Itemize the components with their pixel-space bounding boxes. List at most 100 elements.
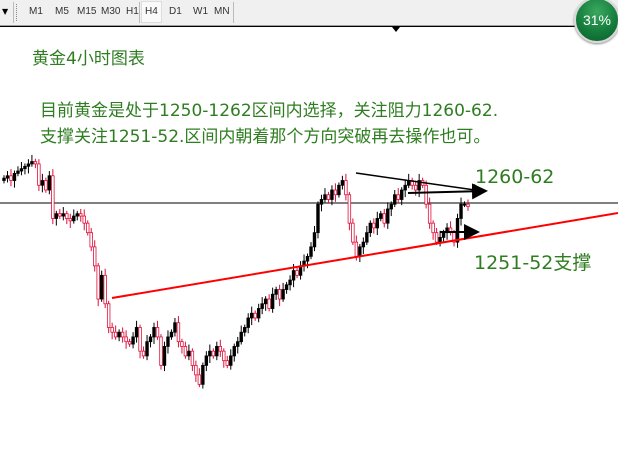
candle-bear <box>124 336 128 343</box>
shift-marker-icon[interactable] <box>392 27 400 32</box>
candle-bull <box>54 213 59 219</box>
candle-bear <box>183 346 188 357</box>
candle-bull <box>337 184 341 196</box>
candle-bull <box>340 180 345 186</box>
timeframe-w1[interactable]: W1 <box>193 6 208 17</box>
timeframe-m1[interactable]: M1 <box>29 6 43 17</box>
toolbar-separator <box>13 2 14 23</box>
candle-bull <box>2 177 6 181</box>
timeframe-toolbar: ▼ M1 M5 M15 M30 H1 H4 D1 W1 MN <box>0 0 618 26</box>
candle-bull <box>281 289 285 300</box>
candle-bull <box>23 165 27 170</box>
candle-bull <box>187 350 191 357</box>
candle-bull <box>47 175 52 191</box>
timeframe-d1[interactable]: D1 <box>169 6 182 17</box>
candle-bull <box>19 168 24 172</box>
candle-bull <box>309 246 313 257</box>
timeframe-mn[interactable]: MN <box>214 6 230 17</box>
timeframe-m15[interactable]: M15 <box>77 6 97 17</box>
candle-bull <box>61 213 66 217</box>
progress-badge[interactable]: 31% <box>574 0 618 43</box>
candle-bear <box>127 341 132 345</box>
candle-bull <box>208 350 212 357</box>
candle-bull <box>393 194 397 205</box>
candle-bull <box>330 189 334 200</box>
candle-bear <box>431 222 435 234</box>
candle-bull <box>417 180 421 191</box>
candle-bull <box>131 336 135 345</box>
analysis-line-1: 目前黄金是处于1250-1262区间内选择，关注阻力1260-62. <box>40 101 499 121</box>
candle-bull <box>288 279 292 286</box>
candle-bear <box>106 303 111 328</box>
timeframe-m5[interactable]: M5 <box>55 6 69 17</box>
candle-bull <box>462 203 467 206</box>
candle-bear <box>89 232 93 248</box>
candle-bull <box>438 236 442 243</box>
timeframe-h4[interactable]: H4 <box>141 1 162 23</box>
candle-bear <box>120 331 125 338</box>
chart-title: 黄金4小时图表 <box>32 49 145 69</box>
candle-bull <box>249 312 254 319</box>
candle-bull <box>368 222 373 234</box>
candle-bull <box>166 336 170 347</box>
candle-bear <box>344 180 348 196</box>
candle-bull <box>386 208 390 224</box>
candle-bull <box>99 274 104 300</box>
candle-bear <box>354 241 359 257</box>
candle-bull <box>232 346 236 357</box>
candle-bear <box>333 189 338 196</box>
candle-bear <box>44 180 48 191</box>
candle-bear <box>222 350 226 362</box>
candle-bull <box>246 317 250 328</box>
toolbar-grip[interactable] <box>16 4 19 21</box>
chart-top-border <box>0 26 618 27</box>
resistance-arrow[interactable] <box>407 183 488 200</box>
candle-bear <box>93 246 97 267</box>
candle-bull <box>319 199 324 205</box>
candle-bull <box>379 213 383 219</box>
support-trendline[interactable] <box>111 212 618 299</box>
candle-bear <box>211 350 216 357</box>
support-label: 1251-52支撑 <box>474 252 592 274</box>
timeframe-h1[interactable]: H1 <box>126 6 139 17</box>
candle-bull <box>274 289 278 295</box>
candle-bull <box>312 232 317 248</box>
candle-bull <box>305 255 310 262</box>
candle-bear <box>155 327 160 338</box>
resistance-arrow-upper[interactable] <box>355 172 485 196</box>
candle-bear <box>113 331 118 338</box>
candle-bull <box>365 232 369 243</box>
candle-bear <box>180 341 184 347</box>
candle-bear <box>295 270 299 276</box>
candle-bull <box>40 180 45 186</box>
candle-bull <box>152 327 156 338</box>
candle-bull <box>204 355 209 366</box>
candle-bear <box>58 213 62 217</box>
candle-bear <box>225 360 229 366</box>
candle-bull <box>375 218 379 229</box>
candle-bull <box>26 163 31 167</box>
timeframe-m30[interactable]: M30 <box>101 6 121 17</box>
candle-bear <box>424 184 428 205</box>
candle-bear <box>253 312 257 319</box>
candle-bull <box>145 341 149 357</box>
candle-bear <box>159 336 163 366</box>
candle-bull <box>169 331 174 338</box>
toolbar-dropdown-icon[interactable]: ▼ <box>2 7 9 16</box>
candle-bear <box>351 222 355 243</box>
candle-bull <box>316 203 320 234</box>
candle-bull <box>30 161 34 165</box>
candle-bear <box>396 194 400 200</box>
candle-bear <box>51 175 55 219</box>
candle-bull <box>263 298 268 305</box>
candle-bear <box>382 213 386 224</box>
candle-bear <box>37 163 41 186</box>
candle-bull <box>361 241 366 248</box>
candle-bear <box>372 222 376 229</box>
candle-bull <box>117 331 121 338</box>
candle-bull <box>134 327 139 338</box>
candle-bull <box>270 293 275 309</box>
candle-bull <box>75 213 79 217</box>
candle-bull <box>148 336 153 343</box>
